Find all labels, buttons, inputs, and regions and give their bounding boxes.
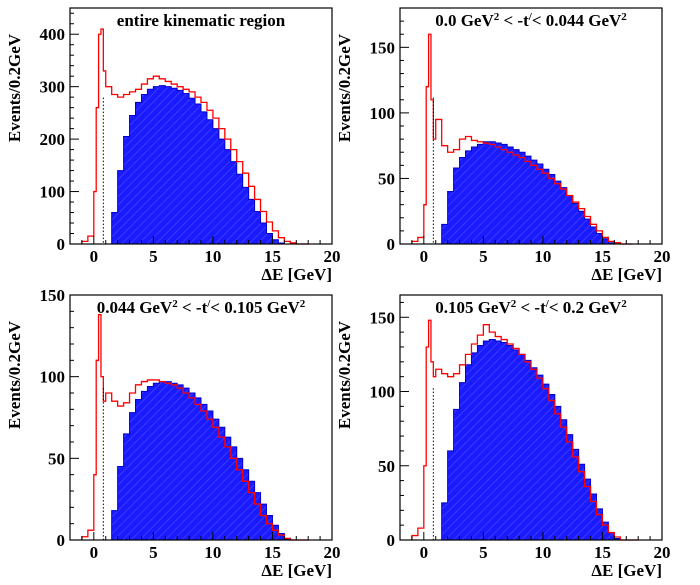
y-tick-label: 200	[40, 130, 66, 149]
x-axis-title: ΔE [GeV]	[261, 265, 332, 284]
y-tick-label: 150	[40, 286, 66, 305]
y-axis-title: Events/0.2GeV	[335, 320, 354, 429]
x-tick-label: 15	[594, 247, 611, 266]
filled-histogram-series	[411, 339, 639, 541]
x-tick-label: 20	[654, 247, 671, 266]
y-tick-label: 400	[40, 25, 66, 44]
y-tick-label: 150	[370, 308, 396, 327]
x-axis-title: ΔE [GeV]	[591, 265, 662, 284]
y-tick-label: 100	[370, 383, 396, 402]
step-histogram-series	[81, 313, 309, 541]
panel-title: entire kinematic region	[117, 11, 286, 30]
y-axis-title: Events/0.2GeV	[5, 33, 24, 142]
x-tick-label: 5	[479, 543, 488, 562]
x-tick-label: 15	[594, 543, 611, 562]
x-axis-title: ΔE [GeV]	[261, 561, 332, 580]
y-tick-label: 0	[387, 235, 396, 254]
x-axis-title: ΔE [GeV]	[591, 561, 662, 580]
step-histogram-series	[411, 319, 639, 541]
y-tick-label: 150	[370, 38, 396, 57]
y-tick-label: 50	[378, 457, 395, 476]
x-tick-label: 0	[420, 543, 429, 562]
y-axis-title: Events/0.2GeV	[335, 33, 354, 142]
panel-title: 0.044 GeV2 < -t/< 0.105 GeV2	[97, 298, 306, 317]
panel-title: 0.0 GeV2 < -t/< 0.044 GeV2	[435, 11, 627, 30]
y-tick-label: 100	[370, 104, 396, 123]
x-tick-label: 5	[149, 543, 158, 562]
panel-title: 0.105 GeV2 < -t/< 0.2 GeV2	[435, 298, 627, 317]
histogram-panel-3: 0 5 10 15 20 0 50 100 150 ΔE [GeV] Events/0.2GeV 0.…	[5, 286, 341, 580]
y-tick-label: 50	[48, 449, 65, 468]
histogram-panel-4: 0 5 10 15 20 0 50 100 150 ΔE [GeV] Events/0.2GeV 0.…	[335, 294, 671, 580]
y-tick-label: 0	[57, 235, 66, 254]
x-tick-label: 20	[654, 543, 671, 562]
x-tick-label: 10	[204, 247, 221, 266]
x-tick-label: 20	[324, 543, 341, 562]
y-tick-label: 100	[40, 183, 66, 202]
y-tick-label: 50	[378, 169, 395, 188]
x-tick-label: 5	[149, 247, 158, 266]
y-tick-label: 100	[40, 368, 66, 387]
filled-histogram-series	[81, 85, 309, 245]
x-tick-label: 10	[534, 247, 551, 266]
step-histogram-series	[411, 33, 633, 245]
x-tick-label: 20	[324, 247, 341, 266]
x-tick-label: 10	[204, 543, 221, 562]
x-tick-label: 5	[479, 247, 488, 266]
x-tick-label: 0	[90, 247, 99, 266]
y-tick-label: 300	[40, 78, 66, 97]
histogram-panel-2: 0 5 10 15 20 0 50 100 150 ΔE [GeV] Events/0.2GeV 0.…	[335, 7, 671, 284]
x-tick-label: 10	[534, 543, 551, 562]
filled-histogram-series	[411, 141, 633, 245]
filled-histogram-series	[81, 381, 309, 541]
x-tick-label: 0	[90, 543, 99, 562]
step-histogram-series	[81, 28, 309, 245]
x-tick-label: 15	[264, 247, 281, 266]
y-tick-label: 0	[57, 531, 66, 550]
y-tick-label: 0	[387, 531, 396, 550]
x-tick-label: 0	[420, 247, 429, 266]
x-tick-label: 15	[264, 543, 281, 562]
y-axis-title: Events/0.2GeV	[5, 320, 24, 429]
